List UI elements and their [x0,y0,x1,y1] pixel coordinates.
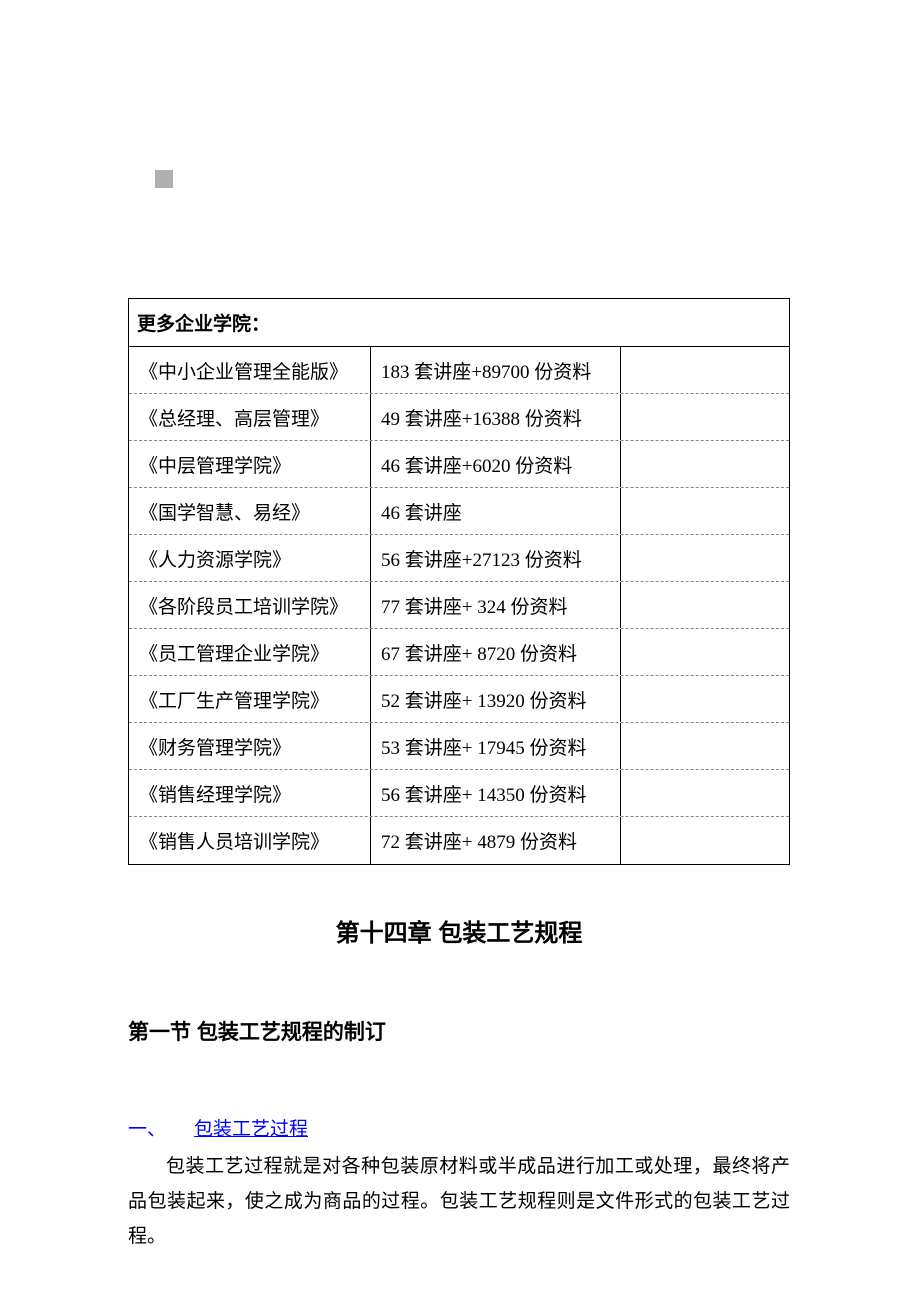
table-header: 更多企业学院： [129,299,789,347]
empty-cell [621,582,789,628]
course-name: 《各阶段员工培训学院》 [129,582,371,628]
empty-cell [621,723,789,769]
course-name: 《销售人员培训学院》 [129,817,371,864]
body-paragraph: 包装工艺过程就是对各种包装原材料或半成品进行加工或处理，最终将产品包装起来，使之… [128,1149,790,1254]
course-materials: 52 套讲座+ 13920 份资料 [371,676,621,722]
course-materials: 56 套讲座+ 14350 份资料 [371,770,621,816]
subsection-label: 包装工艺过程 [194,1119,308,1140]
table-row: 《员工管理企业学院》 67 套讲座+ 8720 份资料 [129,629,789,676]
course-name: 《工厂生产管理学院》 [129,676,371,722]
course-materials: 46 套讲座+6020 份资料 [371,441,621,487]
course-materials: 56 套讲座+27123 份资料 [371,535,621,581]
table-row: 《中小企业管理全能版》 183 套讲座+89700 份资料 [129,347,789,394]
empty-cell [621,629,789,675]
table-row: 《人力资源学院》 56 套讲座+27123 份资料 [129,535,789,582]
course-materials: 49 套讲座+16388 份资料 [371,394,621,440]
table-row: 《销售经理学院》 56 套讲座+ 14350 份资料 [129,770,789,817]
course-name: 《员工管理企业学院》 [129,629,371,675]
empty-cell [621,770,789,816]
course-materials: 53 套讲座+ 17945 份资料 [371,723,621,769]
content-wrapper: 更多企业学院： 《中小企业管理全能版》 183 套讲座+89700 份资料 《总… [128,298,790,1254]
empty-cell [621,817,789,864]
table-row: 《中层管理学院》 46 套讲座+6020 份资料 [129,441,789,488]
table-row: 《财务管理学院》 53 套讲座+ 17945 份资料 [129,723,789,770]
empty-cell [621,535,789,581]
course-table: 更多企业学院： 《中小企业管理全能版》 183 套讲座+89700 份资料 《总… [128,298,790,865]
table-row: 《销售人员培训学院》 72 套讲座+ 4879 份资料 [129,817,789,864]
course-name: 《人力资源学院》 [129,535,371,581]
empty-cell [621,347,789,393]
course-name: 《财务管理学院》 [129,723,371,769]
course-name: 《中小企业管理全能版》 [129,347,371,393]
table-row: 《总经理、高层管理》 49 套讲座+16388 份资料 [129,394,789,441]
course-materials: 67 套讲座+ 8720 份资料 [371,629,621,675]
empty-cell [621,394,789,440]
course-name: 《总经理、高层管理》 [129,394,371,440]
course-name: 《销售经理学院》 [129,770,371,816]
empty-cell [621,441,789,487]
course-name: 《国学智慧、易经》 [129,488,371,534]
subsection-number: 一、 [128,1119,166,1140]
chapter-title: 第十四章 包装工艺规程 [128,913,790,948]
section-title: 第一节 包装工艺规程的制订 [128,1016,790,1046]
table-row: 《国学智慧、易经》 46 套讲座 [129,488,789,535]
empty-cell [621,676,789,722]
course-materials: 46 套讲座 [371,488,621,534]
course-name: 《中层管理学院》 [129,441,371,487]
table-row: 《各阶段员工培训学院》 77 套讲座+ 324 份资料 [129,582,789,629]
course-materials: 72 套讲座+ 4879 份资料 [371,817,621,864]
course-materials: 77 套讲座+ 324 份资料 [371,582,621,628]
empty-cell [621,488,789,534]
table-row: 《工厂生产管理学院》 52 套讲座+ 13920 份资料 [129,676,789,723]
decorative-gray-box [155,170,173,188]
subsection-heading: 一、 包装工艺过程 [128,1114,790,1141]
course-materials: 183 套讲座+89700 份资料 [371,347,621,393]
